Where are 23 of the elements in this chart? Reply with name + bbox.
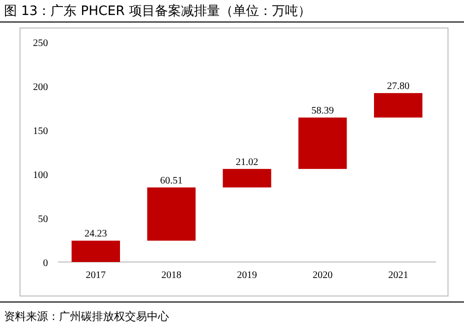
data-label: 24.23	[84, 228, 108, 240]
y-tick-label: 200	[33, 82, 48, 93]
x-tick-label: 2018	[161, 270, 182, 281]
data-label: 58.39	[311, 106, 334, 117]
bar	[298, 118, 347, 169]
y-tick-label: 150	[33, 126, 48, 137]
y-tick-label: 250	[33, 38, 48, 49]
y-tick-label: 50	[38, 214, 48, 225]
x-tick-label: 2021	[388, 270, 408, 281]
x-tick-label: 2020	[312, 270, 333, 281]
y-tick-label: 0	[43, 258, 48, 269]
data-label: 27.80	[386, 81, 410, 92]
x-tick-label: 2019	[237, 270, 257, 281]
data-label: 60.51	[160, 175, 183, 186]
bar	[147, 187, 196, 241]
text: 资料来源：广州碳排放权交易中心	[4, 310, 169, 323]
x-tick-label: 2017	[86, 270, 106, 281]
bar	[72, 240, 120, 262]
bar	[222, 168, 272, 188]
data-label: 21.02	[236, 156, 258, 168]
y-tick-label: 100	[33, 170, 48, 181]
bar	[374, 93, 422, 118]
chart-title: 图 13：广东 PHCER 项目备案减排量（单位：万吨）	[4, 3, 311, 19]
